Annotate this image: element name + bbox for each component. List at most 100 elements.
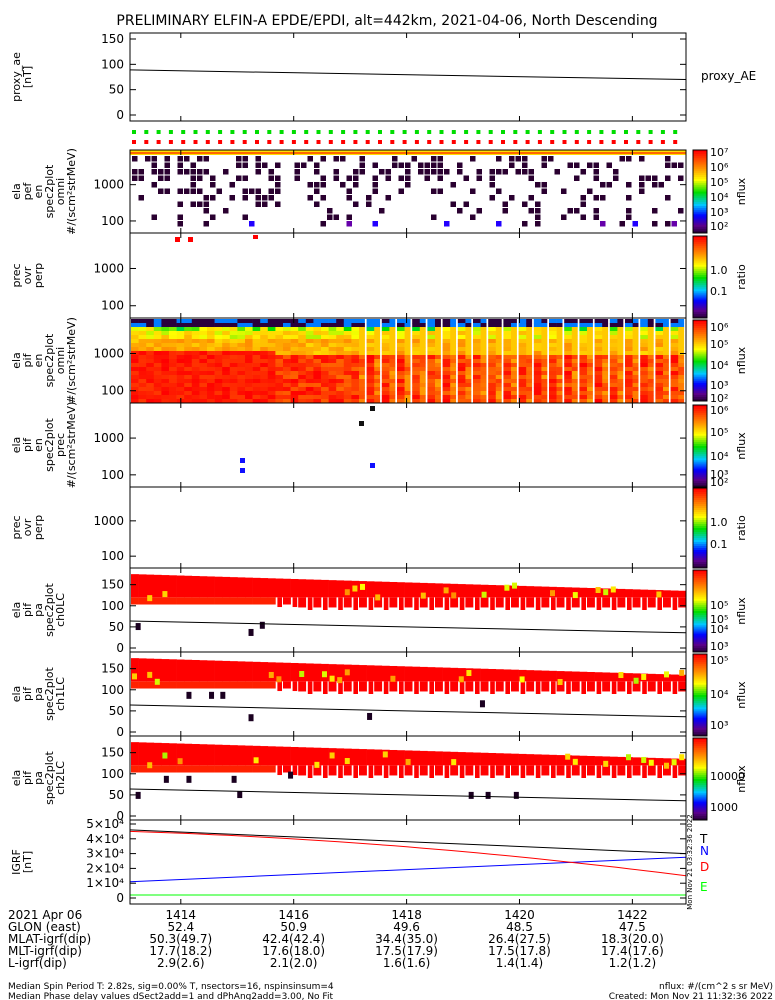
colorbar-cell xyxy=(693,197,707,201)
heatmap-cell xyxy=(314,182,320,188)
heatmap-cell xyxy=(275,363,284,368)
heatmap-cell xyxy=(541,335,548,340)
heatmap-cell xyxy=(162,591,168,598)
heatmap-cell xyxy=(518,327,527,332)
heatmap-cell xyxy=(153,367,162,372)
heatmap-cell xyxy=(488,331,497,336)
heatmap-cell xyxy=(146,681,155,689)
heatmap-cell xyxy=(229,355,238,360)
heatmap-cell xyxy=(518,367,527,372)
heatmap-cell xyxy=(381,383,390,388)
heatmap-cell xyxy=(602,327,609,332)
status-dot-rows xyxy=(132,130,678,144)
status-dot-red xyxy=(476,140,481,144)
status-dot-green xyxy=(636,130,641,134)
colorbar-cell xyxy=(693,191,707,195)
heatmap-cell xyxy=(511,319,517,324)
heatmap-cell xyxy=(131,331,139,336)
heatmap-cell xyxy=(131,359,139,364)
heatmap-cell xyxy=(222,371,231,376)
heatmap-cell xyxy=(245,765,253,773)
heatmap-cell xyxy=(678,383,685,388)
y-tick-label: 1000 xyxy=(93,178,124,192)
status-dot-green xyxy=(660,130,665,134)
status-dot-red xyxy=(328,140,333,144)
heatmap-cell xyxy=(518,363,527,368)
heatmap-cell xyxy=(214,351,223,356)
proxy-ae-line xyxy=(129,69,687,81)
heatmap-cell xyxy=(549,395,557,400)
heatmap-cell xyxy=(670,399,679,404)
colorbar-cell xyxy=(693,411,707,414)
heatmap-cell xyxy=(602,367,609,372)
heatmap-cell xyxy=(549,331,557,336)
heatmap-cell xyxy=(229,577,238,598)
heatmap-cell xyxy=(214,363,223,368)
heatmap-cell xyxy=(351,343,360,348)
heatmap-cell xyxy=(647,371,654,376)
heatmap-cell xyxy=(290,367,299,372)
heatmap-cell xyxy=(214,359,223,364)
heatmap-cell xyxy=(222,375,231,380)
heatmap-cell xyxy=(596,765,602,778)
heatmap-cell xyxy=(207,351,215,356)
heatmap-cell xyxy=(298,355,307,360)
heatmap-cell xyxy=(511,669,519,682)
loss-cone-line xyxy=(129,788,687,802)
heatmap-cell xyxy=(351,664,360,682)
heatmap-cell xyxy=(229,343,238,348)
y-axis-label-line: omni xyxy=(54,178,67,205)
heatmap-cell xyxy=(485,791,491,799)
heatmap-cell xyxy=(617,387,624,392)
status-dot-green xyxy=(255,130,259,134)
heatmap-cell xyxy=(611,681,617,694)
colorbar-cell xyxy=(693,297,707,301)
heatmap-cell xyxy=(359,681,367,692)
heatmap-cell xyxy=(255,156,261,162)
heatmap-cell xyxy=(290,323,299,328)
heatmap-cell xyxy=(237,681,246,689)
heatmap-cell xyxy=(131,395,139,400)
heatmap-cell xyxy=(450,387,457,392)
heatmap-cell xyxy=(374,665,383,682)
heatmap-cell xyxy=(678,327,685,332)
colorbar-cell xyxy=(693,801,707,805)
heatmap-cell xyxy=(639,156,645,162)
colorbar-cell xyxy=(693,224,707,228)
heatmap-cell xyxy=(328,359,337,364)
heatmap-cell xyxy=(457,319,466,324)
heatmap-cell xyxy=(267,379,276,384)
heatmap-cell xyxy=(549,371,557,376)
heatmap-cell xyxy=(480,395,487,400)
heatmap-cell xyxy=(533,343,542,348)
heatmap-cell xyxy=(186,775,192,783)
heatmap-cell xyxy=(670,590,679,598)
heatmap-cell xyxy=(513,791,519,799)
colorbar-cell xyxy=(693,756,707,759)
heatmap-cell xyxy=(459,681,465,694)
colorbar-tick-label: 1000 xyxy=(710,801,738,814)
heatmap-cell xyxy=(191,597,200,605)
colorbar-cell xyxy=(693,174,707,178)
heatmap-cell xyxy=(359,363,365,368)
heatmap-cell xyxy=(526,586,535,598)
heatmap-cell xyxy=(397,331,405,336)
heatmap-cell xyxy=(389,749,398,766)
heatmap-cell xyxy=(404,387,411,392)
y-tick-label: 0 xyxy=(116,891,124,905)
heatmap-cell xyxy=(495,399,502,404)
heatmap-cell xyxy=(528,208,534,214)
heatmap-cell xyxy=(313,579,322,598)
heatmap-cell xyxy=(640,331,649,336)
igrf-line-d xyxy=(129,830,687,877)
heatmap-cell xyxy=(374,383,381,388)
heatmap-cell xyxy=(237,335,246,340)
y-axis-label-line: [nT] xyxy=(21,66,34,88)
heatmap-cell xyxy=(343,681,352,692)
heatmap-cell xyxy=(252,745,261,766)
heatmap-cell xyxy=(328,319,337,324)
colorbar-cell xyxy=(693,250,707,253)
panel-frame xyxy=(129,32,687,122)
heatmap-cell xyxy=(450,201,456,207)
heatmap-cell xyxy=(351,347,360,352)
